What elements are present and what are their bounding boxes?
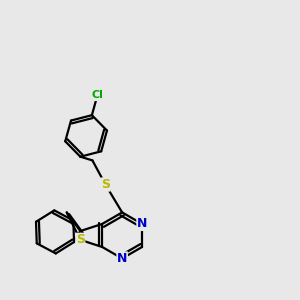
Text: Cl: Cl [92, 91, 103, 100]
Text: N: N [117, 252, 127, 265]
Text: N: N [137, 218, 147, 230]
Text: S: S [101, 178, 110, 191]
Text: S: S [76, 233, 85, 246]
